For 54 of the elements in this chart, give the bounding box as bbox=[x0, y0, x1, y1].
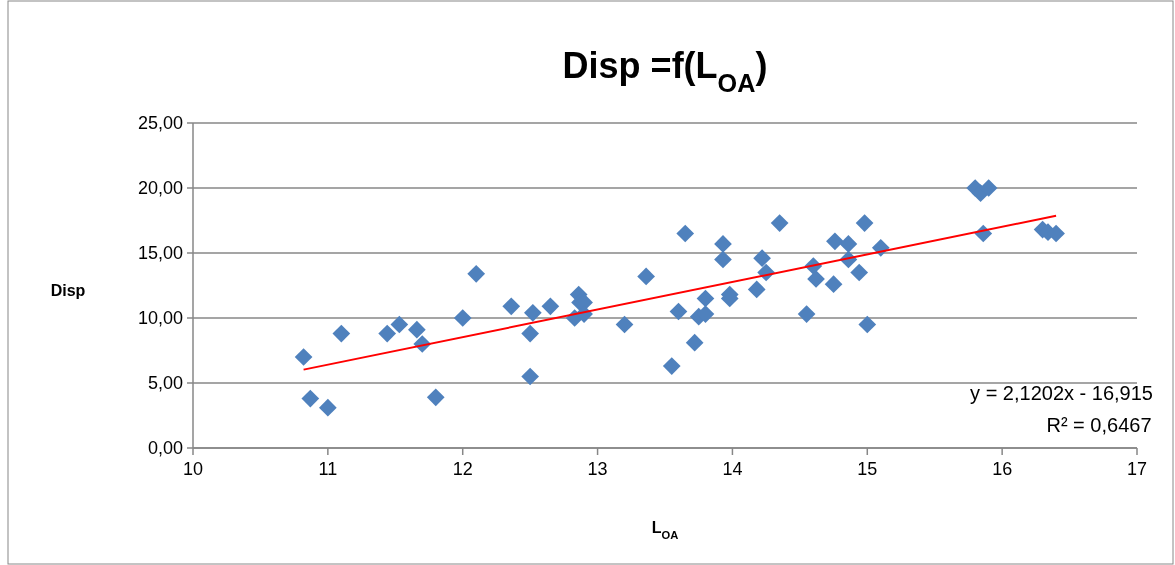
point bbox=[858, 315, 877, 334]
point bbox=[541, 297, 560, 316]
x-tick-label: 10 bbox=[182, 459, 204, 479]
annotation: R² = 0,6467 bbox=[1046, 414, 1152, 436]
point bbox=[753, 249, 771, 268]
x-tick-label: 11 bbox=[318, 459, 338, 479]
x-tick-label: 15 bbox=[857, 459, 878, 479]
point bbox=[850, 263, 869, 282]
point bbox=[378, 324, 397, 343]
x-tick-label: 17 bbox=[1126, 459, 1148, 479]
point bbox=[408, 320, 426, 339]
point bbox=[662, 357, 681, 375]
chart-title: Disp =f(L$_{OA}$) bbox=[562, 45, 768, 97]
x-tick-label: 16 bbox=[992, 459, 1013, 479]
point bbox=[855, 214, 874, 232]
y-tick-label: 25,00 bbox=[137, 113, 183, 133]
x-tick-label: 14 bbox=[722, 459, 743, 479]
point bbox=[714, 250, 732, 269]
point bbox=[685, 333, 704, 352]
y-tick-label: 10,00 bbox=[137, 308, 183, 328]
point bbox=[332, 324, 351, 343]
point bbox=[637, 267, 655, 286]
point bbox=[770, 214, 789, 232]
point bbox=[714, 235, 732, 253]
point bbox=[521, 367, 539, 386]
point bbox=[797, 305, 816, 323]
y-tick-label: 5,00 bbox=[147, 373, 183, 393]
point bbox=[807, 270, 825, 288]
point bbox=[615, 315, 634, 334]
annotation: y = 2,1202x - 16,915 bbox=[970, 382, 1153, 404]
point bbox=[294, 348, 313, 366]
point bbox=[839, 235, 858, 253]
x-tick-label: 13 bbox=[587, 459, 608, 479]
point bbox=[467, 264, 486, 283]
x-axis-title: L$_{OA}$ bbox=[651, 519, 679, 541]
point bbox=[826, 232, 844, 251]
point bbox=[390, 315, 409, 334]
y-tick-label: 0,00 bbox=[147, 438, 183, 458]
y-tick-label: 15,00 bbox=[137, 243, 183, 263]
point bbox=[521, 324, 539, 343]
point bbox=[301, 389, 320, 408]
x-tick-label: 12 bbox=[452, 459, 473, 479]
y-axis-title: Disp bbox=[50, 282, 86, 299]
y-tick-label: 20,00 bbox=[137, 178, 183, 198]
point bbox=[824, 275, 843, 294]
point bbox=[523, 303, 542, 322]
point bbox=[426, 388, 445, 407]
point bbox=[747, 280, 766, 299]
point bbox=[319, 398, 337, 417]
point bbox=[502, 297, 521, 316]
point bbox=[669, 302, 688, 321]
point bbox=[676, 224, 695, 243]
point bbox=[453, 309, 472, 327]
point bbox=[696, 289, 715, 308]
